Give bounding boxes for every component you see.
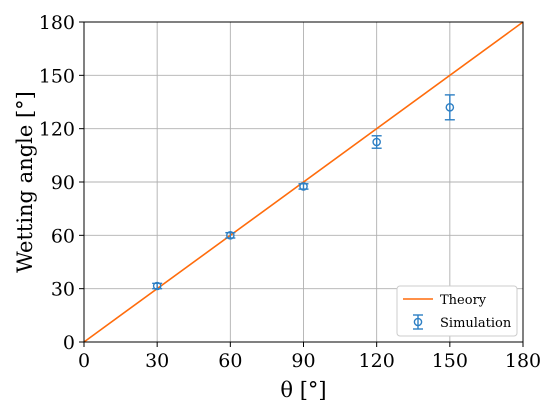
simulation-point [444, 94, 455, 121]
simulation-point [371, 135, 382, 149]
x-tick-label: 150 [432, 350, 468, 372]
x-axis-ticks: 0 30 60 90 120 150 180 [78, 342, 541, 372]
y-tick-label: 0 [63, 332, 75, 354]
y-tick-label: 60 [51, 225, 75, 247]
simulation-point [225, 231, 236, 240]
y-axis-label: Wetting angle [°] [13, 91, 37, 273]
simulation-point [298, 182, 309, 191]
x-tick-label: 30 [145, 350, 169, 372]
plot-marks [83, 21, 524, 343]
simulation-marker [226, 231, 235, 240]
x-tick-label: 0 [78, 350, 90, 372]
y-tick-label: 150 [39, 65, 75, 87]
simulation-marker [299, 182, 308, 191]
legend-simulation-label: Simulation [440, 316, 512, 331]
y-tick-label: 180 [39, 12, 75, 34]
x-tick-label: 120 [359, 350, 395, 372]
legend-simulation-swatch [413, 314, 423, 330]
y-tick-label: 120 [39, 119, 75, 141]
legend: Theory Simulation [396, 285, 518, 337]
x-tick-label: 60 [218, 350, 242, 372]
simulation-marker [372, 137, 381, 147]
y-tick-label: 90 [51, 172, 75, 194]
plot-frame [83, 21, 524, 343]
x-tick-label: 180 [505, 350, 541, 372]
legend-theory-label: Theory [440, 293, 487, 308]
x-tick-label: 90 [291, 350, 315, 372]
y-axis-ticks: 0 30 60 90 120 150 180 [39, 12, 84, 354]
legend-marker [413, 317, 423, 327]
x-axis-label: θ [°] [280, 378, 326, 402]
simulation-point [152, 281, 163, 291]
simulation-marker [152, 281, 162, 291]
y-tick-label: 30 [51, 279, 75, 301]
simulation-marker [445, 103, 455, 112]
